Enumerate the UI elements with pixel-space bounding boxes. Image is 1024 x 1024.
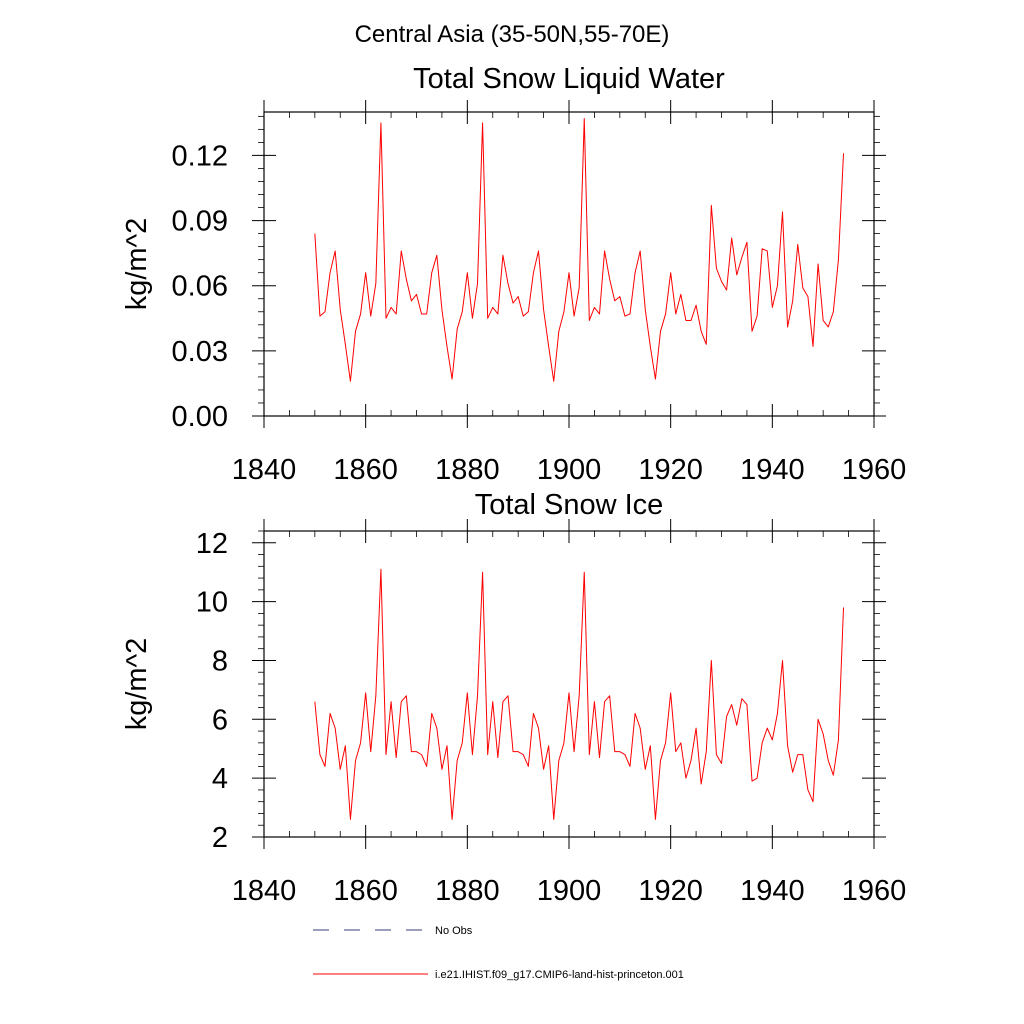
y-tick-label: 2 — [212, 822, 228, 854]
panel-snow-ice: Total Snow Ice 1840 1860 1880 1900 1920 1940 19… — [121, 489, 906, 907]
x-tick-label: 1840 — [232, 454, 297, 486]
x-tick-label: 1960 — [842, 875, 907, 907]
panel-title: Total Snow Liquid Water — [413, 63, 725, 95]
x-tick-label: 1900 — [537, 875, 602, 907]
legend-label: No Obs — [435, 925, 473, 937]
y-tick-label: 4 — [212, 763, 228, 795]
y-tick-label: 0.09 — [172, 206, 228, 238]
x-tick-label: 1960 — [842, 454, 907, 486]
x-tick-label: 1860 — [333, 454, 398, 486]
x-tick-label: 1940 — [740, 454, 805, 486]
y-tick-label: 8 — [212, 645, 228, 677]
plot-frame — [263, 530, 875, 838]
y-tick-label: 0.06 — [172, 271, 228, 303]
x-tick-label: 1880 — [435, 875, 500, 907]
x-tick-label: 1880 — [435, 454, 500, 486]
x-tick-label: 1900 — [537, 454, 602, 486]
panel-snow-liquid-water: Total Snow Liquid Water 1840 1860 1880 1900 1… — [121, 63, 906, 486]
y-tick-label: 0.03 — [172, 336, 228, 368]
x-tick-label: 1920 — [638, 875, 703, 907]
x-tick-label: 1940 — [740, 875, 805, 907]
chart-suptitle: Central Asia (35-50N,55-70E) — [355, 21, 670, 48]
y-axis-label: kg/m^2 — [121, 638, 153, 731]
legend: No Obs i.e21.IHIST.f09_g17.CMIP6-land-his… — [313, 925, 684, 981]
x-tick-label: 1920 — [638, 454, 703, 486]
y-tick-label: 10 — [196, 587, 228, 619]
series-line — [314, 118, 844, 382]
y-axis-label: kg/m^2 — [121, 218, 153, 311]
y-tick-label: 12 — [196, 528, 228, 560]
x-tick-label: 1860 — [333, 875, 398, 907]
series-line — [314, 568, 844, 820]
y-tick-label: 6 — [212, 704, 228, 736]
x-tick-label: 1840 — [232, 875, 297, 907]
plot-frame — [263, 111, 875, 417]
panel-title: Total Snow Ice — [475, 489, 664, 521]
legend-label: i.e21.IHIST.f09_g17.CMIP6-land-hist-prin… — [435, 969, 684, 981]
y-tick-label: 0.00 — [172, 401, 228, 433]
y-tick-label: 0.12 — [172, 140, 228, 172]
